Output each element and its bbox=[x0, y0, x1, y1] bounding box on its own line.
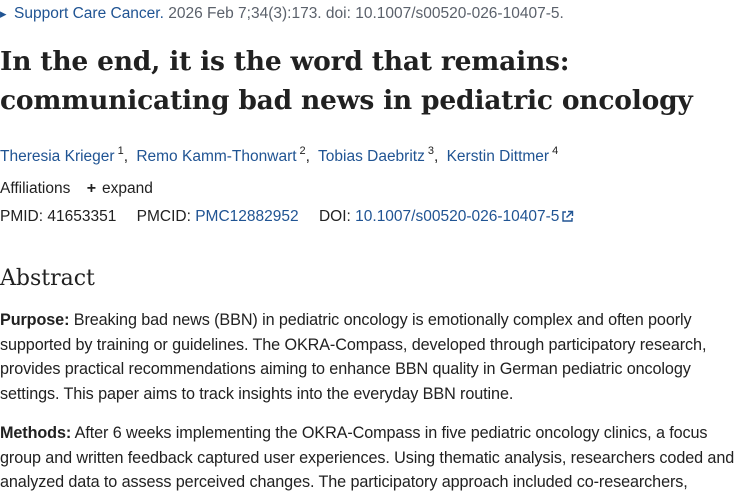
triangle-right-icon[interactable]: ▸ bbox=[0, 6, 7, 21]
doi-value[interactable]: 10.1007/s00520-026-10407-5 bbox=[355, 208, 560, 225]
plus-icon[interactable]: + bbox=[86, 180, 97, 197]
purpose-label: Purpose: bbox=[0, 311, 70, 329]
article-title: In the end, it is the word that remains:… bbox=[0, 46, 693, 116]
author-affiliation-number[interactable]: 4 bbox=[552, 145, 559, 157]
author-separator: , bbox=[305, 148, 310, 165]
author-affiliation-number[interactable]: 2 bbox=[299, 145, 306, 157]
doi-label: DOI: bbox=[318, 208, 351, 225]
author-name[interactable]: Tobias Daebritz bbox=[318, 148, 425, 165]
abstract-methods: Methods: After 6 weeks implementing the … bbox=[0, 421, 742, 495]
author-affiliation-number[interactable]: 3 bbox=[427, 145, 434, 157]
methods-label: Methods: bbox=[0, 424, 72, 442]
citation-line: ▸ Support Care Cancer. 2026 Feb 7;34(3):1… bbox=[0, 4, 564, 24]
expand-label[interactable]: expand bbox=[102, 180, 153, 197]
identifiers-row: PMID: 41653351 PMCID: PMC12882952 DOI: 1… bbox=[0, 207, 574, 227]
author-link[interactable]: Kerstin Dittmer 4 bbox=[446, 145, 559, 165]
external-link-icon[interactable] bbox=[561, 210, 574, 223]
methods-text: After 6 weeks implementing the OKRA-Comp… bbox=[0, 424, 735, 491]
pmid-value: 41653351 bbox=[47, 208, 117, 225]
journal-link[interactable]: Support Care Cancer. bbox=[14, 5, 164, 22]
author-link[interactable]: Remo Kamm-Thonwart 2 bbox=[136, 145, 306, 165]
doi-link[interactable]: 10.1007/s00520-026-10407-5 bbox=[355, 208, 574, 225]
pmcid-label: PMCID: bbox=[136, 208, 191, 225]
author-link[interactable]: Theresia Krieger 1 bbox=[0, 145, 124, 165]
author-name[interactable]: Theresia Krieger bbox=[0, 148, 115, 165]
author-link[interactable]: Tobias Daebritz 3 bbox=[318, 145, 434, 165]
affiliations-label: Affiliations bbox=[0, 180, 71, 197]
author-separator: , bbox=[433, 148, 439, 165]
author-name[interactable]: Remo Kamm-Thonwart bbox=[136, 148, 297, 165]
affiliations-expand-button[interactable]: + expand bbox=[87, 180, 153, 197]
author-name[interactable]: Kerstin Dittmer bbox=[446, 148, 550, 165]
abstract-purpose: Purpose: Breaking bad news (BBN) in pedi… bbox=[0, 308, 742, 406]
author-separator: , bbox=[123, 148, 129, 165]
purpose-text: Breaking bad news (BBN) in pediatric onc… bbox=[0, 311, 707, 403]
author-affiliation-number[interactable]: 1 bbox=[117, 145, 124, 157]
abstract-heading: Abstract bbox=[0, 266, 95, 291]
affiliations-row: Affiliations + expand bbox=[0, 179, 153, 199]
author-list: Theresia Krieger 1, Remo Kamm-Thonwart 2, … bbox=[0, 140, 558, 168]
pmid-label: PMID: bbox=[0, 208, 44, 225]
pmcid-link[interactable]: PMC12882952 bbox=[195, 208, 299, 225]
citation-details: 2026 Feb 7;34(3):173. doi: 10.1007/s0052… bbox=[163, 5, 564, 22]
